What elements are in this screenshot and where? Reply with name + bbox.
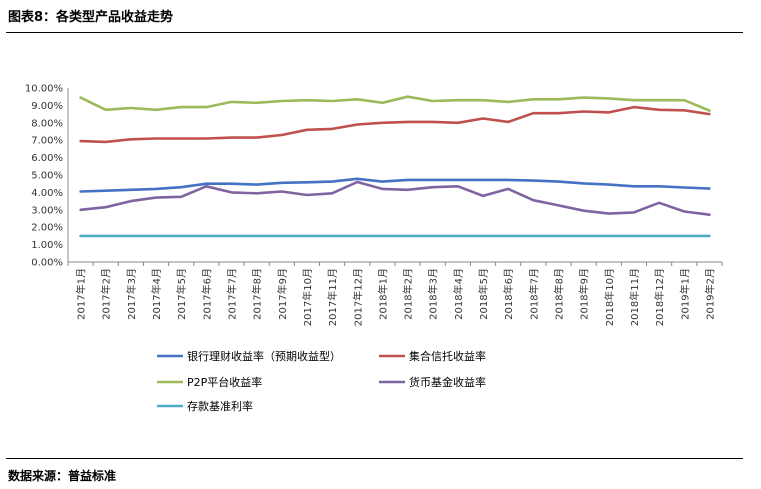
legend-label: P2P平台收益率: [187, 375, 262, 389]
x-tick-label: 2018年7月: [527, 268, 540, 320]
x-tick-label: 2018年12月: [653, 268, 666, 326]
x-tick-label: 2017年9月: [276, 268, 289, 320]
x-tick-label: 2017年7月: [226, 268, 239, 320]
legend-label: 集合信托收益率: [409, 349, 486, 363]
x-tick-label: 2018年11月: [628, 268, 641, 326]
x-tick-label: 2018年10月: [603, 268, 616, 326]
x-tick-label: 2018年5月: [477, 268, 490, 320]
series-line: [79, 180, 711, 216]
x-tick-label: 2018年2月: [402, 268, 415, 320]
x-tick-label: 2017年12月: [351, 268, 364, 326]
y-tick-label: 6.00%: [31, 153, 63, 164]
x-tick-label: 2019年1月: [678, 268, 691, 320]
x-tick-label: 2017年3月: [125, 268, 138, 320]
top-rule: [6, 32, 743, 33]
x-tick-label: 2018年3月: [427, 268, 440, 320]
y-tick-label: 0.00%: [31, 258, 63, 269]
series-line: [79, 177, 711, 193]
x-tick-label: 2018年9月: [578, 268, 591, 320]
x-tick-label: 2017年4月: [150, 268, 163, 320]
x-tick-label: 2017年5月: [175, 268, 188, 320]
legend-label: 货币基金收益率: [409, 375, 486, 389]
x-tick-label: 2018年6月: [502, 268, 515, 320]
bottom-rule: [6, 458, 743, 459]
y-tick-label: 7.00%: [31, 136, 63, 147]
x-tick-label: 2017年10月: [301, 268, 314, 326]
y-tick-label: 4.00%: [31, 188, 63, 199]
y-tick-label: 1.00%: [31, 240, 63, 251]
y-tick-label: 10.00%: [25, 84, 63, 95]
data-source-note: 数据来源：普益标准: [8, 469, 117, 483]
chart-legend: 银行理财收益率（预期收益型） 集合信托收益率 P2P平台收益率 货币基金收益率存款基准…: [157, 349, 486, 413]
x-axis-ticks: 2017年1月 2017年2月 2017年3月 2017年4月 2017年5月 2017年…: [75, 268, 717, 326]
y-tick-label: 9.00%: [31, 101, 63, 112]
x-tick-label: 2017年6月: [200, 268, 213, 320]
x-tick-label: 2018年4月: [452, 268, 465, 320]
series-line: [79, 95, 711, 112]
x-tick-label: 2017年1月: [75, 268, 88, 320]
figure-title: 图表8：各类型产品收益走势: [8, 10, 174, 25]
y-tick-label: 3.00%: [31, 205, 63, 216]
x-tick-label: 2018年1月: [376, 268, 389, 320]
x-tick-label: 2019年2月: [703, 268, 716, 320]
legend-label: 银行理财收益率（预期收益型）: [187, 349, 341, 363]
legend-label: 存款基准利率: [187, 399, 253, 413]
x-tick-label: 2017年2月: [100, 268, 113, 320]
y-axis-ticks: 0.00% 1.00% 2.00% 3.00% 4.00% 5.00% 6.00% 7.00%…: [25, 84, 63, 269]
chart-axes: [67, 88, 723, 266]
x-tick-label: 2017年8月: [251, 268, 264, 320]
series-lines: [79, 95, 711, 238]
series-line: [79, 105, 711, 144]
y-tick-label: 2.00%: [31, 223, 63, 234]
y-tick-label: 5.00%: [31, 171, 63, 182]
x-tick-label: 2018年8月: [553, 268, 566, 320]
x-tick-label: 2017年11月: [326, 268, 339, 326]
y-tick-label: 8.00%: [31, 118, 63, 129]
